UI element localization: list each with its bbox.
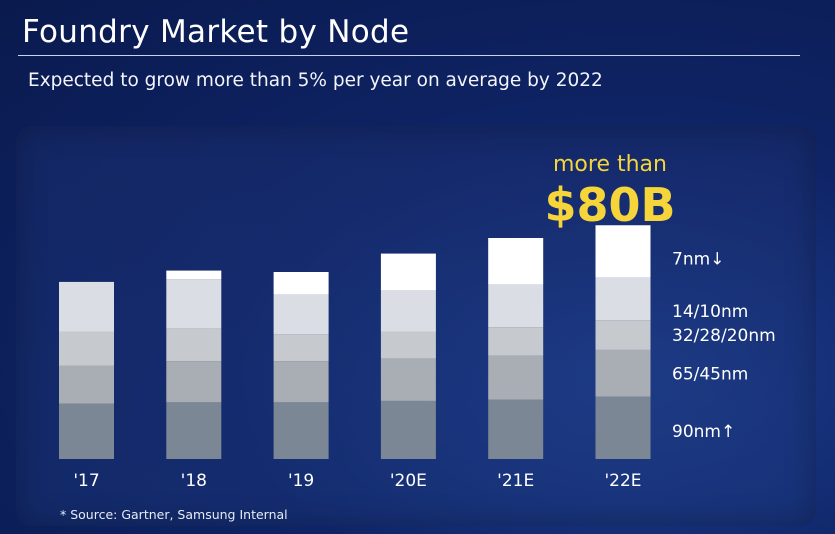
bar-segment-90nm--2 xyxy=(273,402,329,459)
legend-label: 65/45nm xyxy=(672,364,748,384)
bar-segment-14-10nm-2 xyxy=(273,294,329,335)
bar-segment-65-45nm-1 xyxy=(166,361,222,403)
bar-segment-90nm--4 xyxy=(488,399,544,459)
bar-segment-32-28-20nm-1 xyxy=(166,328,222,362)
bar-segment-32-28-20nm-5 xyxy=(595,320,651,350)
callout-label: more than xyxy=(553,152,667,177)
bar-segment-90nm--5 xyxy=(595,396,651,459)
bar-segment-65-45nm-5 xyxy=(595,349,651,397)
legend-label: 32/28/20nm xyxy=(672,326,776,346)
bar-segment-14-10nm-5 xyxy=(595,277,651,321)
bar-segment-14-10nm-4 xyxy=(488,284,544,328)
bar-segment-32-28-20nm-4 xyxy=(488,327,544,356)
legend-label: 14/10nm xyxy=(672,302,748,322)
chart-title: Foundry Market by Node xyxy=(22,14,410,50)
x-tick-label: '18 xyxy=(181,471,207,491)
bar-segment-14-10nm-0 xyxy=(59,281,114,332)
bar-segment-7nm--4 xyxy=(488,238,544,285)
legend-label: 7nm↓ xyxy=(672,249,724,269)
title-underline xyxy=(18,55,800,56)
bar-segment-7nm--2 xyxy=(273,272,329,295)
bar-segment-65-45nm-2 xyxy=(273,361,329,403)
callout-value: $80B xyxy=(544,178,676,232)
bar-segment-65-45nm-4 xyxy=(488,355,544,400)
bar-segment-14-10nm-3 xyxy=(380,290,436,332)
x-tick-label: '21E xyxy=(497,471,534,491)
bar-segment-32-28-20nm-2 xyxy=(273,334,329,362)
source-note: * Source: Gartner, Samsung Internal xyxy=(60,507,288,522)
x-tick-label: '19 xyxy=(288,471,314,491)
bar-segment-65-45nm-0 xyxy=(59,365,114,404)
bar-segment-7nm--3 xyxy=(380,253,436,291)
bar-segment-90nm--1 xyxy=(166,402,222,459)
bar-segment-14-10nm-1 xyxy=(166,279,222,329)
x-tick-label: '22E xyxy=(604,471,641,491)
chart-subtitle: Expected to grow more than 5% per year o… xyxy=(28,70,603,91)
bar-segment-7nm--1 xyxy=(166,270,222,280)
legend-label: 90nm↑ xyxy=(672,422,735,442)
x-tick-label: '20E xyxy=(390,471,427,491)
bar-segment-7nm--5 xyxy=(595,225,651,278)
bar-segment-65-45nm-3 xyxy=(380,358,436,401)
bar-segment-90nm--3 xyxy=(380,400,436,459)
bar-segment-90nm--0 xyxy=(59,403,114,459)
bar-segment-32-28-20nm-3 xyxy=(380,331,436,359)
bar-segment-32-28-20nm-0 xyxy=(59,331,114,366)
x-tick-label: '17 xyxy=(73,471,99,491)
